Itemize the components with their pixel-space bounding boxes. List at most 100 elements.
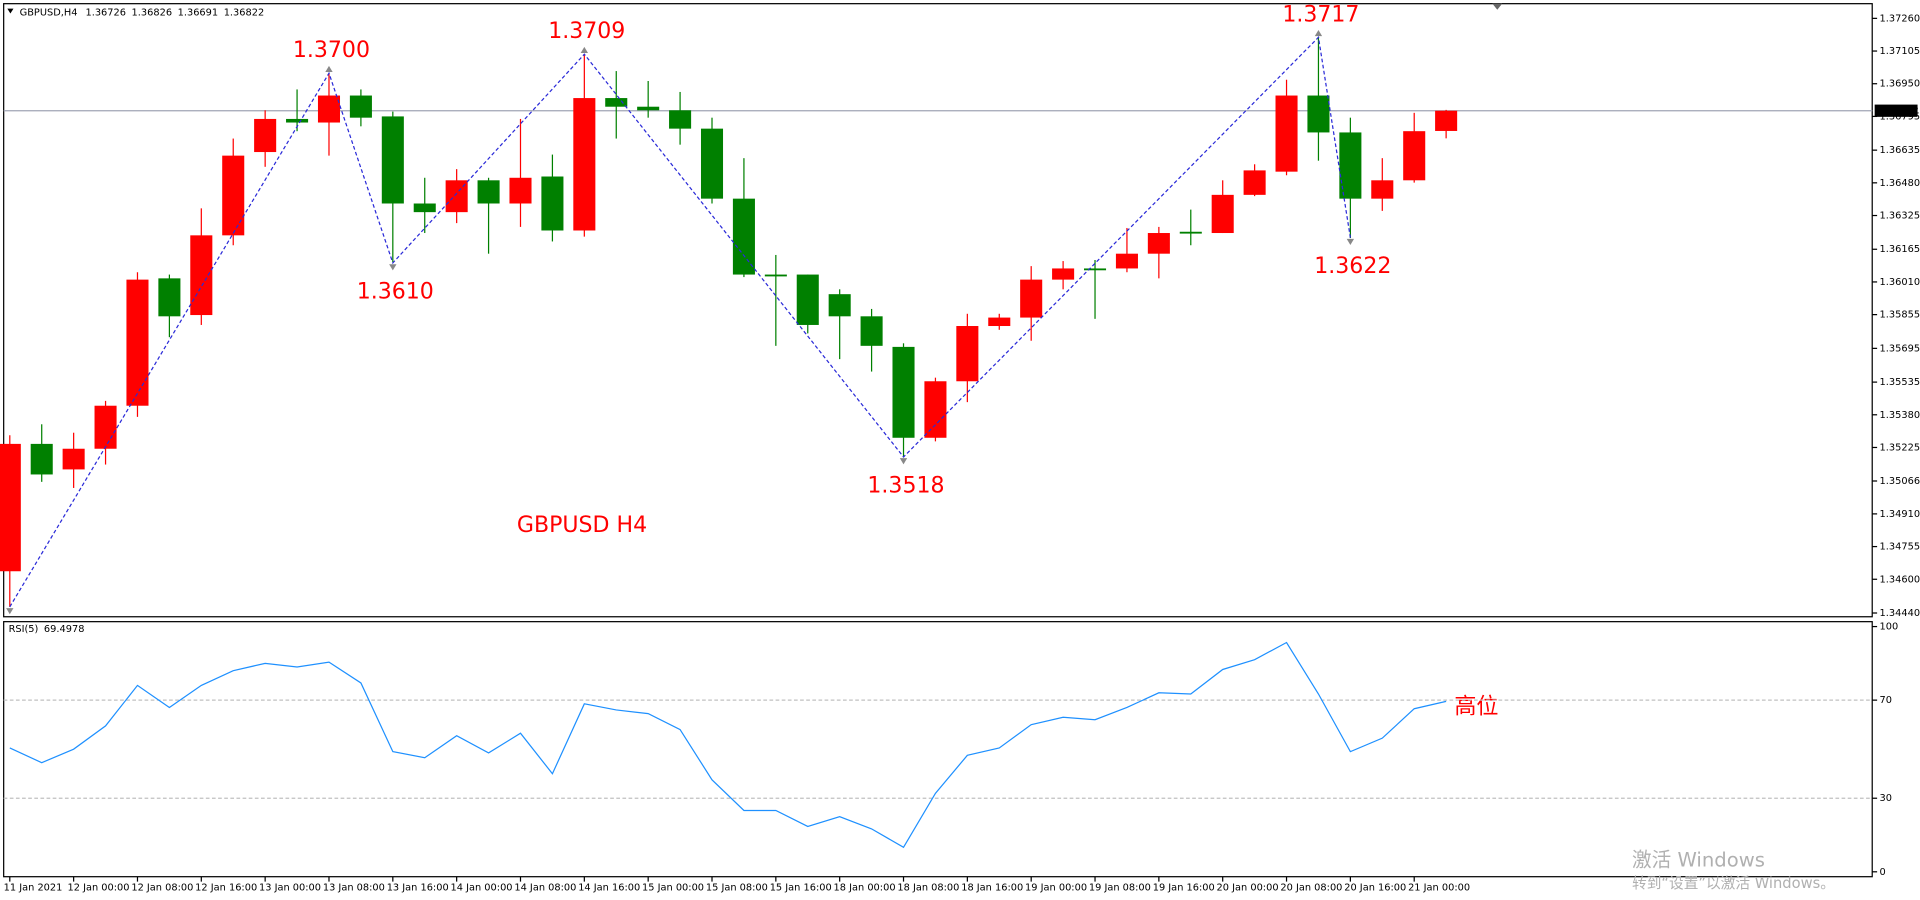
rsi-line — [9, 641, 1447, 849]
y-tick-label: 1.37105 — [1880, 46, 1920, 57]
x-tick-label: 12 Jan 08:00 — [131, 883, 193, 894]
zigzag-arrow — [899, 458, 908, 465]
zigzag-label: 1.3709 — [548, 19, 625, 44]
rsi-header: RSI(5) 69.4978 — [9, 624, 85, 635]
candle-body — [413, 203, 436, 213]
y-tick-label: 1.36480 — [1880, 178, 1920, 189]
annotation: GBPUSD H4 — [517, 513, 647, 538]
main-pane — [3, 3, 1873, 618]
candle-body — [573, 98, 596, 231]
x-tick-label: 15 Jan 00:00 — [642, 883, 704, 894]
y-tick-label: 1.37260 — [1880, 13, 1920, 24]
bid-box — [1874, 104, 1918, 117]
zigzag-label: 1.3518 — [867, 473, 944, 498]
zigzag-arrow — [6, 608, 14, 615]
candle-body — [445, 180, 468, 213]
candle-body — [1147, 233, 1170, 254]
candle-body — [1371, 180, 1394, 199]
x-tick-label: 11 Jan 2021 — [4, 883, 63, 894]
candle-body — [0, 443, 21, 572]
zigzag-label: 1.3610 — [357, 279, 434, 304]
candle-body — [541, 176, 564, 231]
candle-body — [1211, 194, 1234, 234]
y-tick-label: 1.36795 — [1880, 111, 1920, 122]
header-arrow — [7, 8, 14, 14]
last-high: 1.36826 — [132, 7, 173, 18]
candle-body — [988, 317, 1011, 327]
rsi-pane — [3, 621, 1873, 878]
candle-body — [222, 155, 245, 236]
y-tick-label: 1.34910 — [1880, 509, 1920, 520]
x-tick-label: 20 Jan 08:00 — [1280, 883, 1342, 894]
candle-body — [764, 274, 787, 277]
y-tick-label: 1.34755 — [1880, 542, 1920, 553]
candle-body — [669, 110, 692, 129]
symbol: GBPUSD,H4 — [20, 7, 78, 18]
candle-body — [477, 180, 500, 204]
x-tick-label: 20 Jan 16:00 — [1344, 883, 1406, 894]
y-tick-label: 1.36950 — [1880, 79, 1920, 90]
candle-body — [1083, 268, 1107, 271]
candle-body — [126, 279, 149, 406]
x-tick-label: 19 Jan 08:00 — [1089, 883, 1151, 894]
y-tick-label: 1.35855 — [1880, 310, 1920, 321]
candle-body — [892, 346, 915, 438]
y-tick-label: 1.35535 — [1880, 377, 1920, 388]
candle-body — [860, 316, 883, 346]
x-tick-label: 12 Jan 16:00 — [195, 883, 257, 894]
y-tick-label: 1.35225 — [1880, 442, 1920, 453]
candle-body — [1052, 268, 1075, 280]
candle-body — [732, 198, 755, 275]
x-tick-label: 18 Jan 16:00 — [961, 883, 1023, 894]
y-tick-label: 1.35066 — [1880, 476, 1920, 487]
rsi-annotation: 高位 — [1454, 694, 1498, 719]
last-close: 1.36822 — [224, 7, 265, 18]
zigzag-arrow — [1346, 238, 1355, 246]
x-tick-label: 15 Jan 16:00 — [770, 883, 832, 894]
y-tick-label: 70 — [1880, 695, 1892, 706]
y-tick-label: 1.35695 — [1880, 343, 1920, 354]
candle-body — [158, 278, 181, 317]
x-tick-label: 18 Jan 08:00 — [897, 883, 959, 894]
candle-body — [30, 443, 53, 475]
candle-body — [637, 106, 660, 111]
candle-body — [286, 118, 309, 123]
bid-label: 1.36822 — [1878, 106, 1919, 117]
zigzag — [9, 36, 1351, 608]
candle-body — [700, 128, 724, 199]
candle-body — [924, 381, 947, 438]
rsi-last: 69.4978 — [44, 624, 85, 635]
watermark-title: 激活 Windows — [1632, 848, 1765, 871]
candle-body — [828, 294, 851, 317]
x-tick-label: 14 Jan 00:00 — [451, 883, 513, 894]
last-open: 1.36726 — [85, 7, 126, 18]
candle-body — [1115, 253, 1138, 269]
candle-body — [1020, 279, 1043, 318]
candle-body — [317, 95, 341, 123]
zigzag-label: 1.3717 — [1282, 2, 1359, 27]
candle-body — [605, 98, 628, 107]
x-tick-label: 13 Jan 16:00 — [387, 883, 449, 894]
y-tick-label: 1.34440 — [1880, 608, 1920, 619]
x-tick-label: 21 Jan 00:00 — [1408, 883, 1470, 894]
x-tick-label: 13 Jan 08:00 — [323, 883, 385, 894]
x-tick-label: 14 Jan 16:00 — [578, 883, 640, 894]
x-tick-label: 19 Jan 00:00 — [1025, 883, 1087, 894]
y-tick-label: 0 — [1880, 867, 1886, 878]
zigzag-label: 1.3622 — [1314, 254, 1391, 279]
watermark-subtitle: 转到“设置”以激活 Windows。 — [1632, 875, 1835, 892]
candle-body — [1243, 170, 1266, 195]
x-tick-label: 20 Jan 00:00 — [1217, 883, 1279, 894]
candle-body — [1403, 131, 1426, 181]
y-tick-label: 100 — [1880, 622, 1899, 633]
x-tick-label: 12 Jan 00:00 — [68, 883, 130, 894]
candle-body — [349, 95, 372, 118]
y-tick-label: 30 — [1880, 793, 1892, 804]
candle-body — [1179, 231, 1202, 234]
y-tick-label: 1.35380 — [1880, 410, 1920, 421]
zigzag-arrow — [389, 264, 397, 271]
x-tick-label: 14 Jan 08:00 — [514, 883, 576, 894]
candle-body — [1275, 95, 1298, 172]
